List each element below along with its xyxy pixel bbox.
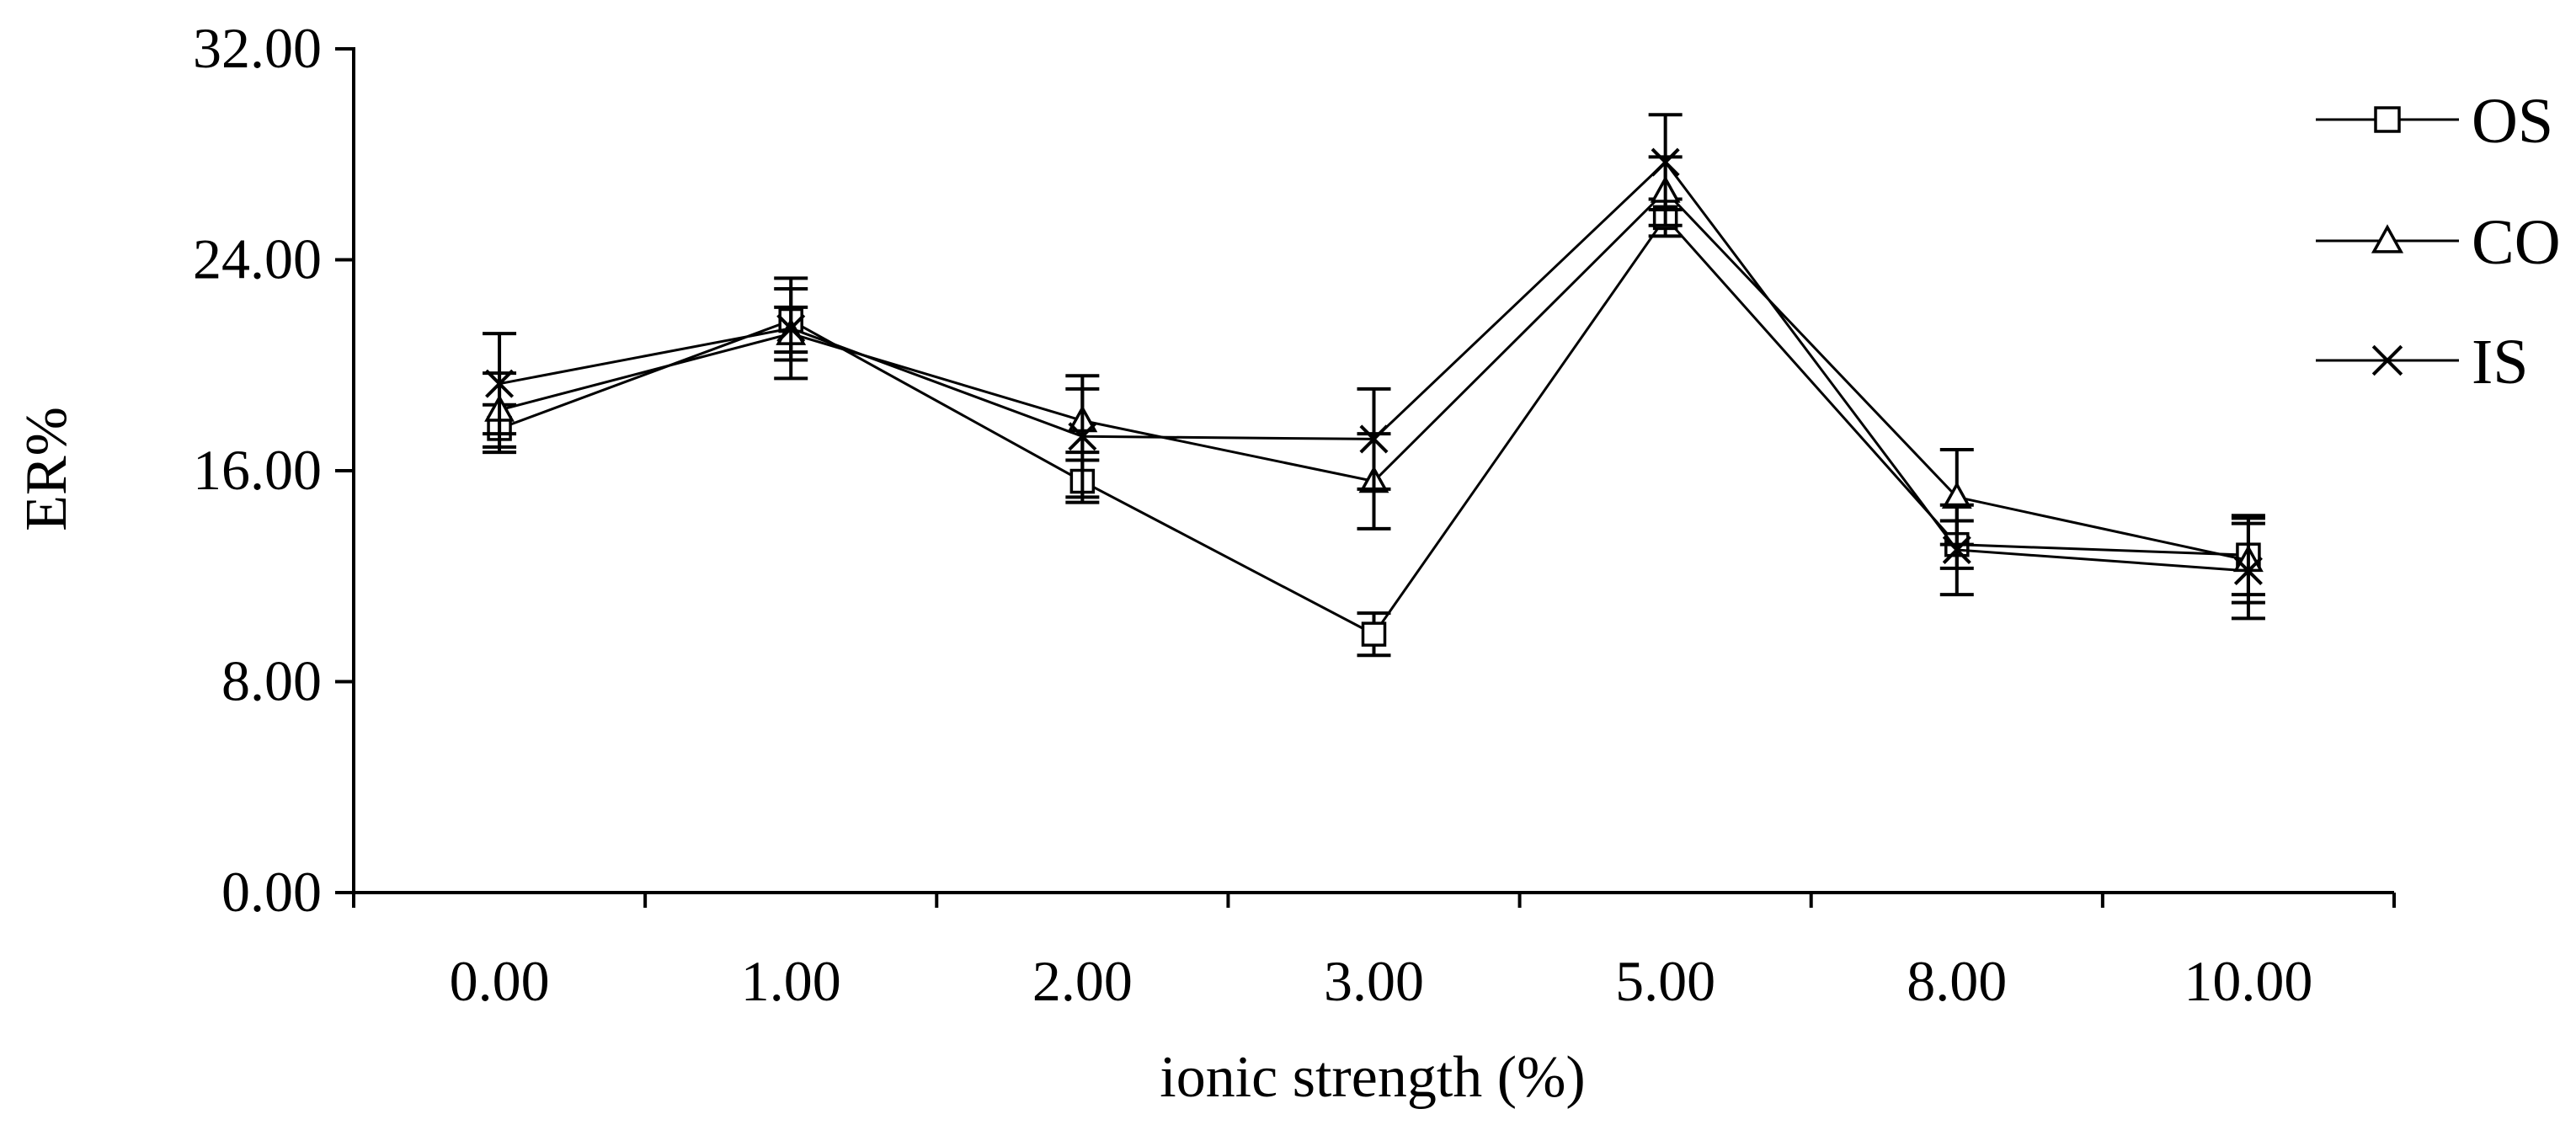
y-tick-label: 32.00 [193,16,322,80]
x-tick-label: 10.00 [2184,949,2312,1013]
marker-stroke [1359,424,1389,454]
marker-stroke [2233,556,2263,586]
series-co [483,155,2265,605]
y-axis-title: ER% [14,407,79,531]
marker-stroke [1068,422,1097,451]
legend-label-is: IS [2472,327,2529,397]
point-is [1651,147,1680,177]
y-tick-label: 0.00 [221,860,322,924]
legend-marker-co [2371,224,2404,253]
legend-item-os: OS [2316,86,2553,157]
legend: OS CO IS [2316,86,2561,397]
legend-item-is: IS [2316,327,2529,397]
legend-marker-is [2371,344,2403,376]
point-is [1359,424,1389,454]
series-is [483,113,2265,621]
x-tick-label: 5.00 [1615,949,1715,1013]
y-tick-label: 8.00 [221,649,322,713]
x-tick-label: 8.00 [1907,949,2007,1013]
marker-stroke [1651,147,1680,177]
y-tick-label: 16.00 [193,438,322,502]
marker-stroke [1942,535,1971,564]
y-tick-label: 24.00 [193,227,322,291]
marker-stroke [2371,344,2403,376]
point-is [1068,422,1097,451]
x-tick-label: 2.00 [1032,949,1133,1013]
axes: 0.00 8.00 16.00 24.00 32.00 0.00 1.00 2.00 3.00 5… [193,16,2396,1013]
series-layer [483,113,2265,658]
legend-label-os: OS [2472,86,2553,157]
point-os [1361,621,1387,647]
legend-label-co: CO [2472,207,2561,278]
x-axis-title: ionic strength (%) [1160,1045,1585,1110]
point-is [2233,556,2263,586]
x-tick-label: 0.00 [450,949,550,1013]
x-tick-label: 3.00 [1324,949,1424,1013]
marker-stroke [776,313,806,343]
point-is [1942,535,1971,564]
point-is [776,313,806,343]
x-tick-label: 1.00 [741,949,841,1013]
legend-item-co: CO [2316,207,2561,278]
legend-marker-os [2374,106,2401,133]
point-is [485,369,515,398]
marker-stroke [485,369,515,398]
